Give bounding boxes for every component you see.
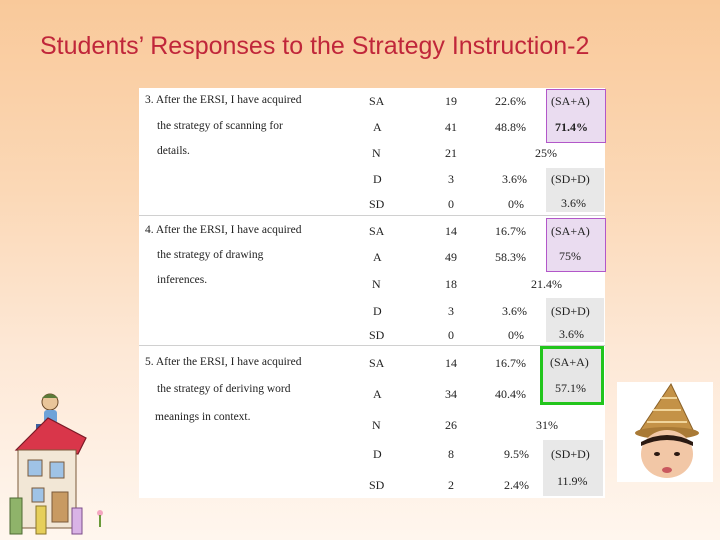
item-3-code-n: N	[372, 146, 381, 160]
item-4-code-a: A	[373, 250, 382, 264]
item-5-count-a: 34	[445, 387, 457, 401]
item-4-pct-d: 3.6%	[502, 304, 527, 318]
item-5-pct-sa: 16.7%	[495, 356, 526, 370]
item-3-line-1: 3. After the ERSI, I have acquired	[145, 94, 302, 106]
item-3-count-a: 41	[445, 120, 457, 134]
item-3-disagree-label: (SD+D)	[551, 172, 590, 186]
item-4-agree-total: 75%	[559, 249, 581, 263]
disagree-shade	[546, 168, 604, 212]
item-4-code-d: D	[373, 304, 382, 318]
item-4-pct-sa: 16.7%	[495, 224, 526, 238]
item-3-agree-label: (SA+A)	[551, 94, 590, 108]
item-4-code-sd: SD	[369, 328, 385, 342]
item-4-line-3: inferences.	[157, 274, 208, 286]
item-4-disagree-label: (SD+D)	[551, 304, 590, 318]
item-3-pct-sd: 0%	[508, 197, 524, 211]
item-5-pct-sd: 2.4%	[504, 478, 529, 492]
item-5-code-sa: SA	[369, 356, 385, 370]
slide-title: Students’ Responses to the Strategy Inst…	[40, 32, 590, 60]
child-wearing-party-hat-photo	[617, 382, 713, 482]
item-5-count-sa: 14	[445, 356, 457, 370]
item-4-code-sa: SA	[369, 224, 385, 238]
item-5-count-d: 8	[448, 447, 454, 461]
item-3-code-sa: SA	[369, 94, 385, 108]
item-5-agree-label: (SA+A)	[550, 355, 589, 369]
item-5-pct-d: 9.5%	[504, 447, 529, 461]
item-3-code-a: A	[373, 120, 382, 134]
item-5-count-n: 26	[445, 418, 457, 432]
cartoon-house-illustration	[9, 393, 103, 535]
item-3-line-2: the strategy of scanning for	[157, 120, 283, 132]
item-3-pct-d: 3.6%	[502, 172, 527, 186]
item-3-count-n: 21	[445, 146, 457, 160]
item-3-pct-sa: 22.6%	[495, 94, 526, 108]
item-4-count-n: 18	[445, 277, 457, 291]
item-4-agree-label: (SA+A)	[551, 224, 590, 238]
item-4-count-a: 49	[445, 250, 457, 264]
item-3-count-sa: 19	[445, 94, 457, 108]
item-3-code-sd: SD	[369, 197, 385, 211]
item-5-code-n: N	[372, 418, 381, 432]
agree-highlight-box	[540, 346, 604, 405]
item-4-neutral-total: 21.4%	[531, 277, 562, 291]
agree-highlight-box	[546, 218, 606, 272]
item-3-agree-total: 71.4%	[555, 120, 588, 134]
item-5-code-a: A	[373, 387, 382, 401]
item-4-count-sd: 0	[448, 328, 454, 342]
agree-highlight-box	[546, 89, 606, 143]
item-4-line-2: the strategy of drawing	[157, 249, 264, 261]
item-4-pct-a: 58.3%	[495, 250, 526, 264]
item-5-line-3: meanings in context.	[155, 411, 251, 423]
item-4-count-sa: 14	[445, 224, 457, 238]
item-5-code-d: D	[373, 447, 382, 461]
item-5-code-sd: SD	[369, 478, 385, 492]
item-5-disagree-total: 11.9%	[557, 474, 588, 488]
item-4-line-1: 4. After the ERSI, I have acquired	[145, 224, 302, 236]
item-3-line-3: details.	[157, 145, 190, 157]
item-5-neutral-total: 31%	[536, 418, 558, 432]
item-4-count-d: 3	[448, 304, 454, 318]
item-3-neutral-total: 25%	[535, 146, 557, 160]
section-divider	[139, 215, 605, 216]
item-5-count-sd: 2	[448, 478, 454, 492]
disagree-shade	[546, 298, 604, 342]
item-5-disagree-label: (SD+D)	[551, 447, 590, 461]
responses-table: 3. After the ERSI, I have acquired the s…	[139, 88, 606, 498]
item-4-code-n: N	[372, 277, 381, 291]
item-5-agree-total: 57.1%	[555, 381, 586, 395]
section-divider	[139, 345, 605, 346]
item-3-count-d: 3	[448, 172, 454, 186]
item-3-disagree-total: 3.6%	[561, 196, 586, 210]
disagree-shade	[543, 440, 603, 496]
item-3-count-sd: 0	[448, 197, 454, 211]
item-4-disagree-total: 3.6%	[559, 327, 584, 341]
item-3-pct-a: 48.8%	[495, 120, 526, 134]
item-5-line-2: the strategy of deriving word	[157, 383, 291, 395]
item-3-code-d: D	[373, 172, 382, 186]
item-5-line-1: 5. After the ERSI, I have acquired	[145, 356, 302, 368]
item-4-pct-sd: 0%	[508, 328, 524, 342]
item-5-pct-a: 40.4%	[495, 387, 526, 401]
